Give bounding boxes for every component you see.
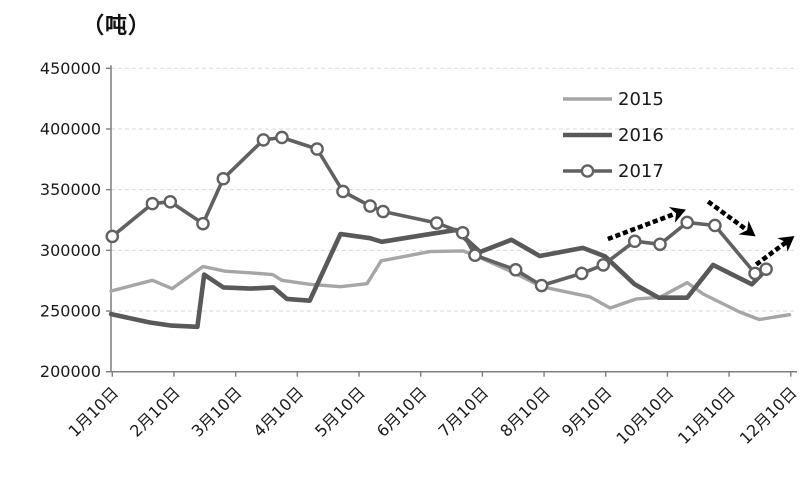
y-axis-label: 300000 — [40, 241, 101, 260]
x-axis-label: 10月10日 — [612, 383, 677, 448]
series-marker-2017 — [455, 225, 470, 240]
trend-arrow-head-icon-3 — [777, 236, 795, 252]
series-marker-2017 — [163, 194, 178, 209]
series-marker-2017 — [310, 142, 324, 156]
x-axis-label: 11月10日 — [674, 383, 739, 448]
series-marker-2017 — [653, 237, 667, 252]
legend-label-2016: 2016 — [618, 125, 664, 146]
legend-item-2016: 2016 — [563, 125, 664, 146]
y-axis-label: 400000 — [40, 119, 101, 138]
chart-unit-title: （吨） — [82, 14, 152, 39]
series-marker-2017 — [196, 216, 210, 231]
series-marker-2017 — [680, 215, 694, 230]
x-axis-label: 5月10日 — [311, 383, 369, 441]
legend-marker-2017 — [580, 164, 595, 178]
x-axis-label: 6月10日 — [373, 383, 431, 441]
x-axis-label: 7月10日 — [435, 383, 493, 441]
y-axis-label: 250000 — [40, 302, 101, 321]
series-marker-2017 — [534, 278, 549, 293]
series-marker-2017 — [468, 248, 482, 262]
x-axis-label: 2月10日 — [126, 383, 184, 441]
x-axis-label: 9月10日 — [558, 383, 616, 441]
x-axis-label: 4月10日 — [250, 383, 308, 441]
series-marker-2017 — [105, 229, 120, 244]
series-marker-2017 — [748, 266, 762, 281]
series-marker-2017 — [275, 130, 289, 145]
series-marker-2017 — [596, 258, 611, 272]
series-marker-2017 — [429, 216, 444, 230]
x-axis-label: 12月10日 — [736, 383, 801, 448]
series-marker-2017 — [574, 266, 589, 281]
trend-arrow-shaft-3 — [754, 239, 789, 267]
series-marker-2017 — [708, 218, 722, 233]
x-axis-label: 1月10日 — [64, 383, 122, 441]
y-axis-label: 200000 — [40, 362, 101, 381]
series-line-2016 — [108, 227, 769, 330]
x-axis-label: 3月10日 — [188, 383, 246, 441]
series-marker-2017 — [759, 262, 773, 276]
series-marker-2017 — [145, 196, 160, 211]
y-axis-label: 350000 — [40, 180, 101, 199]
series-marker-2017 — [508, 262, 523, 277]
trend-arrow-head-icon-1 — [668, 207, 686, 223]
series-marker-2017 — [216, 171, 231, 186]
series-marker-2017 — [336, 184, 350, 199]
series-line-2015 — [109, 249, 792, 322]
series-marker-2017 — [363, 199, 377, 213]
series-line-2017 — [110, 135, 768, 288]
series-marker-2017 — [256, 133, 271, 147]
legend-item-2015: 2015 — [563, 89, 664, 110]
trend-arrow-shaft-1 — [607, 210, 678, 242]
legend-item-2017: 2017 — [563, 161, 664, 182]
legend-label-2015: 2015 — [618, 89, 664, 110]
trend-arrow-head-icon-2 — [738, 220, 756, 237]
series-marker-2017 — [376, 204, 390, 219]
legend-label-2017: 2017 — [618, 161, 664, 182]
x-axis-label: 8月10日 — [496, 383, 554, 441]
trend-arrow-shaft-2 — [706, 199, 750, 233]
y-axis-label: 450000 — [40, 59, 101, 78]
series-marker-2017 — [627, 234, 642, 249]
